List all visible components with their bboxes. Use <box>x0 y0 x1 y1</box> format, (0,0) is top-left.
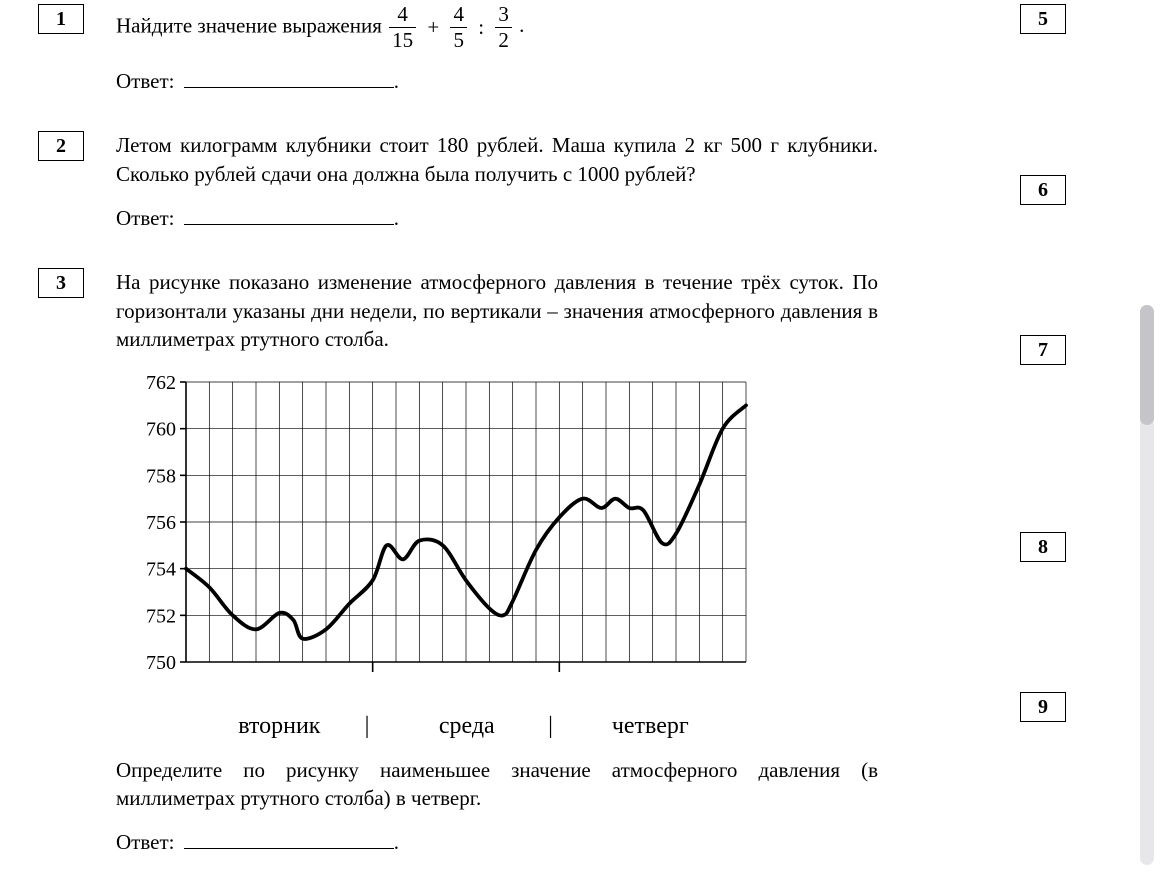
problem-2-text: Летом килограмм клубники стоит 180 рубле… <box>116 133 878 185</box>
problem-2: 2 Летом килограмм клубники стоит 180 руб… <box>38 131 878 232</box>
chart-day-label: четверг <box>561 713 740 740</box>
scrollbar-thumb[interactable] <box>1140 305 1154 425</box>
problem-number-box: 1 <box>38 4 84 34</box>
problem-number-box: 7 <box>1020 335 1066 365</box>
expr-trailing: . <box>519 13 524 37</box>
svg-text:756: 756 <box>146 512 176 534</box>
page: 1 Найдите значение выражения 4 15 + 4 5 … <box>0 0 1170 890</box>
problem-3-text: На рисунке показано изменение атмосферно… <box>116 270 878 351</box>
frac-num: 4 <box>389 4 416 27</box>
fraction-3: 3 2 <box>495 4 512 51</box>
problem-number-box: 5 <box>1020 4 1066 34</box>
pressure-chart: 750752754756758760762 вторник|среда|четв… <box>116 372 878 740</box>
problem-1-expression: 4 15 + 4 5 : 3 2 . <box>387 13 524 37</box>
fraction-1: 4 15 <box>389 4 416 51</box>
answer-trailing: . <box>394 830 399 854</box>
answer-line: Ответ: . <box>116 202 878 232</box>
svg-text:750: 750 <box>146 652 176 674</box>
problem-3-text-after-wrap: Определите по рисунку наименьшее значени… <box>116 756 878 857</box>
answer-line: Ответ: . <box>116 65 878 95</box>
problem-number-box: 2 <box>38 131 84 161</box>
svg-text:754: 754 <box>146 558 176 580</box>
answer-line: Ответ: . <box>116 826 878 856</box>
problem-1-prefix: Найдите значение выражения <box>116 13 387 37</box>
answer-label: Ответ: <box>116 206 174 230</box>
answer-blank[interactable] <box>184 65 394 88</box>
answer-label: Ответ: <box>116 830 174 854</box>
answer-trailing: . <box>394 69 399 93</box>
problem-text: Найдите значение выражения 4 15 + 4 5 : … <box>116 4 878 95</box>
problem-number-box: 6 <box>1020 175 1066 205</box>
problem-number-box: 8 <box>1020 532 1066 562</box>
frac-num: 3 <box>495 4 512 27</box>
chart-x-labels: вторник|среда|четверг <box>116 713 878 740</box>
chart-day-label: вторник <box>186 713 373 740</box>
frac-den: 2 <box>495 27 512 51</box>
op-plus: + <box>423 13 443 41</box>
svg-text:752: 752 <box>146 605 176 627</box>
pressure-chart-svg: 750 752 754 756 758 760 762 <box>116 372 756 702</box>
answer-blank[interactable] <box>184 826 394 849</box>
chart-day-label: среда <box>377 713 556 740</box>
answer-blank[interactable] <box>184 202 394 225</box>
op-div: : <box>474 13 488 41</box>
left-column: 1 Найдите значение выражения 4 15 + 4 5 … <box>38 0 878 890</box>
problem-number-box: 9 <box>1020 692 1066 722</box>
frac-num: 4 <box>450 4 467 27</box>
svg-text:762: 762 <box>146 372 176 394</box>
svg-text:758: 758 <box>146 465 176 487</box>
problem-3: 3 На рисунке показано изменение атмосфер… <box>38 268 878 856</box>
fraction-2: 4 5 <box>450 4 467 51</box>
problem-1: 1 Найдите значение выражения 4 15 + 4 5 … <box>38 4 878 95</box>
problem-text: На рисунке показано изменение атмосферно… <box>116 268 878 353</box>
answer-trailing: . <box>394 206 399 230</box>
chart-day-separator: | <box>365 713 370 739</box>
answer-label: Ответ: <box>116 69 174 93</box>
frac-den: 5 <box>450 27 467 51</box>
svg-text:760: 760 <box>146 418 176 440</box>
frac-den: 15 <box>389 27 416 51</box>
scrollbar-track[interactable] <box>1140 305 1154 865</box>
problem-text: Летом килограмм клубники стоит 180 рубле… <box>116 131 878 232</box>
problem-3-text-after: Определите по рисунку наименьшее значени… <box>116 758 878 810</box>
problem-number-box: 3 <box>38 268 84 298</box>
chart-day-separator: | <box>548 713 553 739</box>
